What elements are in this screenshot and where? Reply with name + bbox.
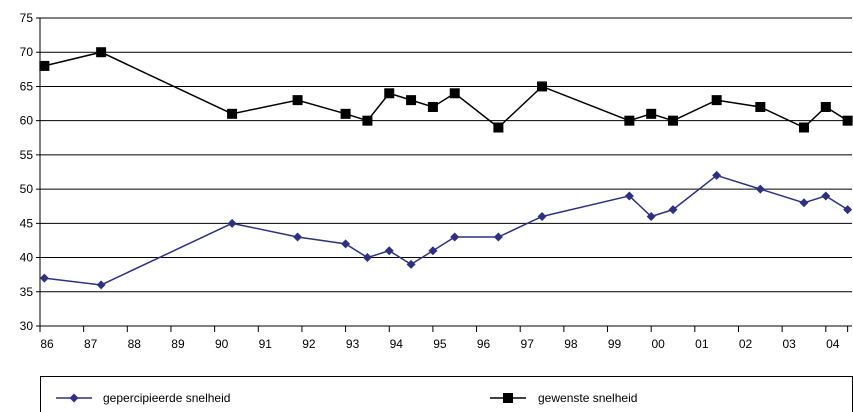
y-tick-label: 75 [20, 11, 34, 25]
data-point [493, 232, 503, 242]
data-point [96, 280, 106, 290]
x-tick-label: 88 [128, 337, 142, 351]
data-point [227, 218, 237, 228]
x-tick-label: 91 [259, 337, 273, 351]
x-tick-label: 97 [521, 337, 535, 351]
x-axis-ticks: 86 87 88 89 90 91 92 93 94 95 96 97 98 99 00 01 02 03 04 [40, 337, 839, 351]
legend-marker [69, 393, 79, 403]
axes [39, 18, 849, 332]
series-layer [39, 47, 853, 290]
data-point [842, 115, 853, 126]
legend-label: gepercipieerde snelheid [103, 391, 230, 405]
x-tick-label: 99 [608, 337, 622, 351]
x-tick-label: 95 [433, 337, 447, 351]
data-point [712, 170, 722, 180]
data-point [820, 101, 831, 112]
data-point [362, 115, 373, 126]
data-point [227, 108, 238, 119]
data-point [537, 211, 547, 221]
series-gewenste-snelheid [39, 47, 853, 133]
legend: gepercipieerde snelheid gewenste snelheid [40, 376, 853, 412]
data-point [384, 88, 395, 99]
y-tick-label: 45 [20, 216, 34, 230]
x-tick-label: 93 [346, 337, 360, 351]
y-tick-label: 60 [20, 114, 34, 128]
series-line [44, 174, 849, 286]
grid-lines [36, 17, 852, 327]
data-point [668, 115, 679, 126]
x-tick-label: 01 [695, 337, 709, 351]
data-point [293, 232, 303, 242]
y-tick-label: 50 [20, 182, 34, 196]
data-point [624, 191, 634, 201]
data-point [493, 122, 504, 133]
y-tick-label: 30 [20, 319, 34, 333]
y-tick-label: 35 [20, 285, 34, 299]
x-tick-label: 92 [302, 337, 316, 351]
x-tick-label: 04 [826, 337, 840, 351]
y-axis-ticks: 30 35 40 45 50 55 60 65 70 75 [20, 11, 34, 333]
series-line [44, 51, 849, 129]
x-tick-label: 94 [390, 337, 404, 351]
x-tick-label: 98 [564, 337, 578, 351]
x-tick-label: 90 [215, 337, 229, 351]
data-point [427, 101, 438, 112]
data-point [668, 205, 678, 215]
data-point [406, 259, 416, 269]
data-point [384, 246, 394, 256]
y-tick-label: 55 [20, 148, 34, 162]
x-tick-label: 02 [739, 337, 753, 351]
data-point [292, 95, 303, 106]
x-tick-label: 03 [782, 337, 796, 351]
data-point [406, 95, 417, 106]
data-point [537, 81, 548, 92]
data-point [711, 95, 722, 106]
x-tick-label: 96 [477, 337, 491, 351]
legend-marker [503, 393, 513, 403]
data-point [39, 60, 50, 71]
legend-label: gewenste snelheid [538, 391, 637, 405]
x-tick-label: 87 [84, 337, 98, 351]
data-point [755, 184, 765, 194]
data-point [799, 198, 809, 208]
data-point [646, 211, 656, 221]
data-point [341, 239, 351, 249]
y-tick-label: 40 [20, 251, 34, 265]
data-point [428, 246, 438, 256]
data-point [798, 122, 809, 133]
x-tick-label: 00 [652, 337, 666, 351]
data-point [843, 205, 853, 215]
data-point [624, 115, 635, 126]
series-gepercipieerde-snelheid [39, 170, 853, 290]
data-point [39, 273, 49, 283]
y-tick-label: 70 [20, 45, 34, 59]
data-point [362, 253, 372, 263]
x-tick-label: 89 [171, 337, 185, 351]
data-point [96, 47, 107, 58]
data-point [449, 88, 460, 99]
data-point [755, 101, 766, 112]
data-point [450, 232, 460, 242]
data-point [821, 191, 831, 201]
x-tick-label: 86 [40, 337, 54, 351]
data-point [646, 108, 657, 119]
y-tick-label: 65 [20, 79, 34, 93]
data-point [340, 108, 351, 119]
